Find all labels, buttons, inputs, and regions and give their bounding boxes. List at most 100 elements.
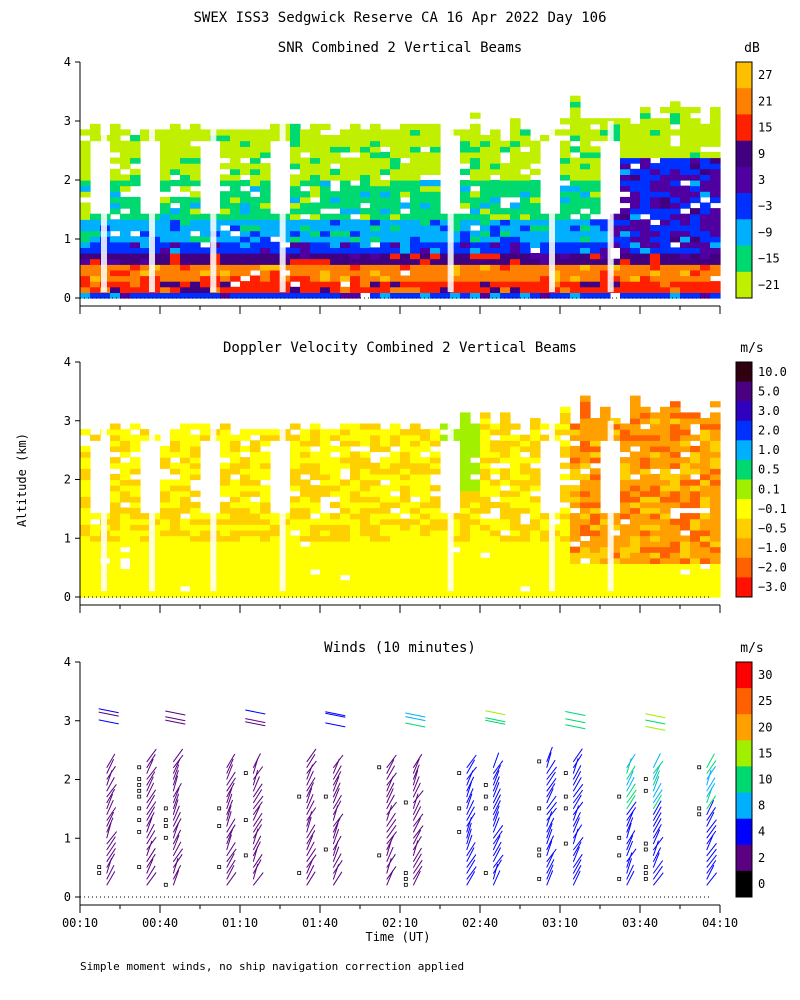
heatmap-cell [440,546,451,553]
heatmap-cell [80,219,91,226]
heatmap-cell [230,163,241,170]
heatmap-cell [470,546,481,553]
heatmap-cell [230,236,241,243]
heatmap-cell [580,213,591,220]
wind-barb [572,846,580,862]
heatmap-cell [580,457,591,464]
heatmap-cell [710,129,721,136]
heatmap-cell [580,429,591,436]
heatmap-cell [260,180,271,187]
heatmap-cell [130,479,141,486]
heatmap-cell [440,269,451,277]
heatmap-cell [640,151,651,159]
wind-barb [412,800,421,816]
wind-barb [252,872,264,886]
heatmap-cell [80,140,91,147]
heatmap-cell [540,269,551,277]
wind-barb [466,822,472,839]
heatmap-cell [690,451,701,458]
heatmap-cell [80,529,91,537]
heatmap-cell [520,563,531,570]
wind-barb [706,760,717,774]
heatmap-cell [640,440,651,447]
heatmap-cell [250,507,261,514]
heatmap-cell [460,213,471,220]
heatmap-cell [340,485,351,492]
heatmap-cell [80,507,91,514]
heatmap-cell [580,247,591,254]
heatmap-cell [710,591,721,598]
heatmap-cell [470,157,481,164]
heatmap-cell [350,496,361,503]
wind-barb [546,823,553,839]
heatmap-cell [250,457,261,464]
heatmap-cell [530,418,541,425]
heatmap-cell [440,557,451,564]
heatmap-cell [440,518,451,525]
heatmap-cell [390,230,401,237]
heatmap-cell [170,518,181,525]
heatmap-cell [500,507,511,514]
heatmap-cell [610,563,621,570]
heatmap-cell [120,518,131,525]
wind-barb [98,719,119,725]
heatmap-cell [400,451,411,458]
heatmap-cell [390,541,401,548]
heatmap-cell [590,490,601,497]
heatmap-cell [240,230,251,237]
heatmap-cell [190,258,201,265]
heatmap-cell [690,485,701,492]
heatmap-cell [330,281,341,288]
heatmap-cell [710,468,721,475]
heatmap-cell [270,230,281,237]
heatmap-cell [260,501,271,509]
heatmap-cell [580,496,591,503]
heatmap-cell [80,258,91,265]
heatmap-cell [330,546,341,553]
heatmap-cell [260,468,271,475]
heatmap-cell [420,440,431,447]
heatmap-cell [250,129,261,136]
heatmap-cell [480,191,491,198]
heatmap-cell [180,236,191,243]
heatmap-cell [300,546,311,553]
wind-barb [106,799,114,816]
heatmap-cell [190,535,201,542]
heatmap-cell [460,269,471,277]
heatmap-cell [490,219,501,226]
heatmap-cell [350,591,361,598]
heatmap-cell [320,123,331,130]
heatmap-cell [260,429,271,436]
heatmap-cell [660,429,671,436]
heatmap-cell [350,247,361,254]
calm-marker [377,853,382,858]
heatmap-cell [410,281,421,288]
heatmap-cell [160,529,171,537]
heatmap-cell [590,208,601,215]
heatmap-cell [220,518,231,525]
heatmap-cell [670,118,681,125]
heatmap-cell [660,412,671,419]
wind-barb [626,811,634,827]
wind-barb [306,794,314,810]
heatmap-cell [700,518,711,525]
heatmap-cell [260,236,271,243]
heatmap-cell [700,418,711,425]
heatmap-cell [350,275,361,282]
heatmap-cell [520,501,531,509]
heatmap-cell [540,241,551,248]
heatmap-cell [630,546,641,553]
heatmap-cell [180,457,191,464]
heatmap-cell [200,518,211,525]
heatmap-cell [140,552,151,559]
heatmap-cell [680,286,691,293]
heatmap-cell [430,135,441,142]
heatmap-cell [370,423,381,430]
heatmap-cell [390,196,401,204]
heatmap-cell [490,151,501,159]
heatmap-cell [360,462,371,469]
calm-marker [137,818,142,822]
wind-barb [226,799,234,815]
heatmap-cell [570,485,581,492]
heatmap-cell [350,157,361,164]
